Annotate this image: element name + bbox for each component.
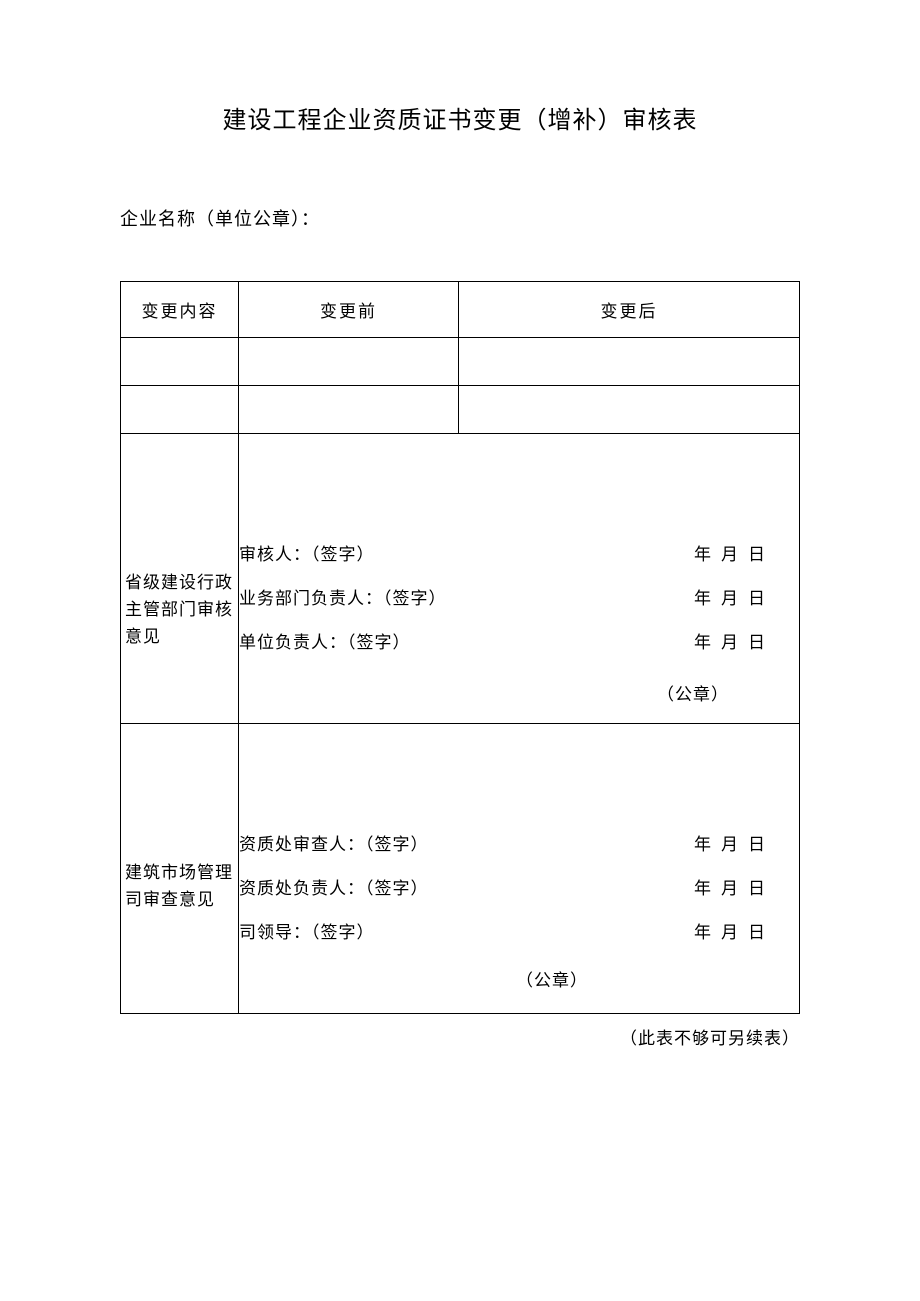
date-field: 年月日 (694, 588, 765, 610)
data-row (121, 386, 800, 434)
date-field: 年月日 (694, 834, 765, 856)
dept-leader-label: 司领导：（签字） (239, 922, 375, 944)
data-row (121, 338, 800, 386)
header-after: 变更后 (459, 282, 800, 338)
page-title: 建设工程企业资质证书变更（增补）审核表 (120, 100, 800, 135)
date-field: 年月日 (694, 544, 765, 566)
qualification-head-line: 资质处负责人：（签字） 年月日 (239, 878, 765, 900)
cell-after-2 (459, 386, 800, 434)
dept-head-line: 业务部门负责人：（签字） 年月日 (239, 588, 765, 610)
reviewer-label: 审核人：（签字） (239, 544, 375, 566)
dept-leader-line: 司领导：（签字） 年月日 (239, 922, 765, 944)
market-dept-review-row: 建筑市场管理司审查意见 资质处审查人：（签字） 年月日 资质处负责人：（签字） … (121, 724, 800, 1014)
date-field: 年月日 (694, 632, 765, 654)
header-before: 变更前 (239, 282, 459, 338)
unit-head-line: 单位负责人：（签字） 年月日 (239, 632, 765, 654)
seal-label: （公章） (657, 680, 729, 705)
market-dept-review-label: 建筑市场管理司审查意见 (121, 724, 239, 1014)
provincial-review-label: 省级建设行政主管部门审核意见 (121, 434, 239, 724)
review-table: 变更内容 变更前 变更后 省级建设行政主管部门审核意见 审核人：（签字） 年月日… (120, 281, 800, 1014)
provincial-review-row: 省级建设行政主管部门审核意见 审核人：（签字） 年月日 业务部门负责人：（签字）… (121, 434, 800, 724)
cell-content-1 (121, 338, 239, 386)
reviewer-line: 审核人：（签字） 年月日 (239, 544, 765, 566)
footnote: （此表不够可另续表） (120, 1024, 800, 1049)
cell-before-1 (239, 338, 459, 386)
qualification-reviewer-line: 资质处审查人：（签字） 年月日 (239, 834, 765, 856)
cell-content-2 (121, 386, 239, 434)
header-change-content: 变更内容 (121, 282, 239, 338)
unit-head-label: 单位负责人：（签字） (239, 632, 411, 654)
date-field: 年月日 (694, 922, 765, 944)
table-header-row: 变更内容 变更前 变更后 (121, 282, 800, 338)
cell-after-1 (459, 338, 800, 386)
dept-head-label: 业务部门负责人：（签字） (239, 588, 447, 610)
cell-before-2 (239, 386, 459, 434)
seal-label: （公章） (339, 966, 765, 991)
company-name-label: 企业名称（单位公章）： (120, 205, 800, 231)
qualification-head-label: 资质处负责人：（签字） (239, 878, 429, 900)
qualification-reviewer-label: 资质处审查人：（签字） (239, 834, 429, 856)
market-dept-review-body: 资质处审查人：（签字） 年月日 资质处负责人：（签字） 年月日 司领导：（签字）… (239, 724, 800, 1014)
provincial-review-body: 审核人：（签字） 年月日 业务部门负责人：（签字） 年月日 单位负责人：（签字）… (239, 434, 800, 724)
date-field: 年月日 (694, 878, 765, 900)
